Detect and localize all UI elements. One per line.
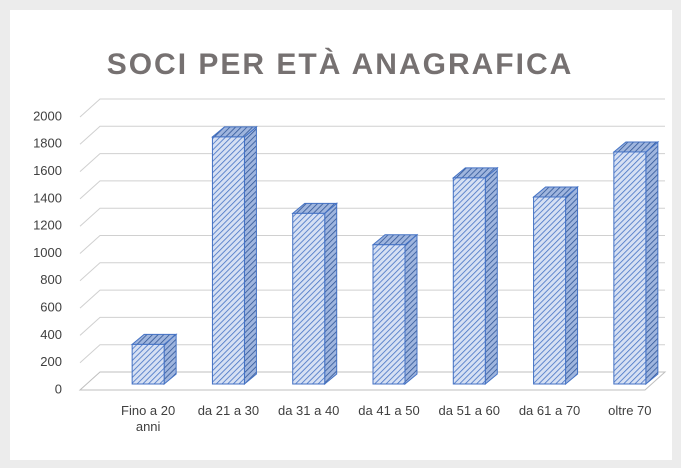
y-tick-label: 1400 bbox=[33, 190, 62, 205]
bar bbox=[371, 233, 419, 386]
bar bbox=[612, 140, 660, 386]
y-tick-label: 200 bbox=[40, 354, 62, 369]
bar bbox=[451, 166, 499, 386]
y-tick-label: 1200 bbox=[33, 218, 62, 233]
y-tick-label: 1800 bbox=[33, 136, 62, 151]
bar-side bbox=[645, 140, 659, 386]
grid-line bbox=[79, 153, 665, 172]
y-tick-label: 600 bbox=[40, 300, 62, 315]
bar-side bbox=[404, 233, 418, 386]
y-tick-label: 0 bbox=[55, 381, 62, 396]
x-tick-label: da 51 a 60 bbox=[438, 403, 500, 418]
bar-side bbox=[324, 202, 338, 386]
chart-title: SOCI PER ETÀ ANAGRAFICA bbox=[107, 47, 574, 81]
bar-front bbox=[211, 136, 245, 385]
x-tick-label: da 61 a 70 bbox=[518, 403, 581, 418]
y-tick-label: 2000 bbox=[33, 108, 62, 123]
grid-line bbox=[79, 125, 665, 145]
x-tick-label: da 21 a 30 bbox=[197, 403, 260, 418]
bar-side bbox=[565, 185, 579, 386]
bar-front bbox=[533, 196, 567, 385]
y-tick-label: 1000 bbox=[33, 245, 62, 260]
bar-side bbox=[243, 125, 257, 386]
bar-side bbox=[484, 166, 498, 386]
x-tick-label: oltre 70 bbox=[608, 403, 652, 418]
bar-front bbox=[131, 343, 165, 385]
bar-front bbox=[613, 151, 647, 385]
x-tick-label: da 31 a 40 bbox=[277, 403, 340, 418]
bar-front bbox=[372, 244, 406, 385]
bar-front bbox=[292, 212, 326, 385]
x-tick-label: da 41 a 50 bbox=[358, 403, 420, 418]
y-tick-label: 1600 bbox=[33, 163, 62, 178]
bar-front bbox=[452, 177, 486, 385]
bar bbox=[532, 185, 579, 386]
bar bbox=[211, 125, 258, 386]
y-tick-label: 400 bbox=[40, 327, 62, 342]
y-tick-label: 800 bbox=[40, 272, 62, 287]
bar bbox=[291, 202, 339, 386]
x-tick-label: Fino a 20 anni bbox=[121, 403, 176, 434]
bar bbox=[130, 333, 178, 386]
grid-line bbox=[79, 98, 665, 118]
